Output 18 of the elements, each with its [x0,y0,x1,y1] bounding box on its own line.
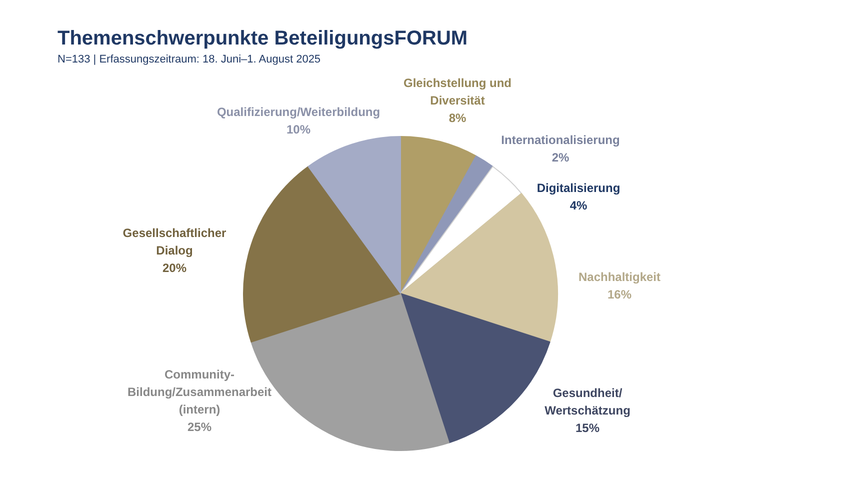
data-label: 16% [607,287,632,302]
data-label: 8% [448,111,466,125]
slice-label: Qualifizierung/Weiterbildung [216,104,380,119]
data-label: 10% [286,122,311,136]
data-label: 25% [187,420,212,434]
slice-label: Digitalisierung [536,180,620,195]
data-label: 4% [570,198,588,212]
slice-label: Nachhaltigkeit [578,270,661,284]
slice-label: Gesellschaftlicher Dialog [122,226,227,258]
data-label: 15% [575,421,600,435]
slice-label: Gesundheit/ Wertschätzung [544,386,630,418]
slice-label: Community- Bildung/Zusammenarbeit (intern) [127,367,272,416]
slice-label: Internationalisierung [501,132,620,147]
chart-subtitle: N=133 | Erfassungszeitraum: 18. Juni–1. August 2025 [58,54,321,66]
data-label: 20% [162,261,187,275]
data-label: 2% [552,150,570,164]
chart-title: Themenschwerpunkte BeteiligungsFORUM [58,28,468,50]
slice-label: Gleichstellung und Diversität [403,76,512,108]
